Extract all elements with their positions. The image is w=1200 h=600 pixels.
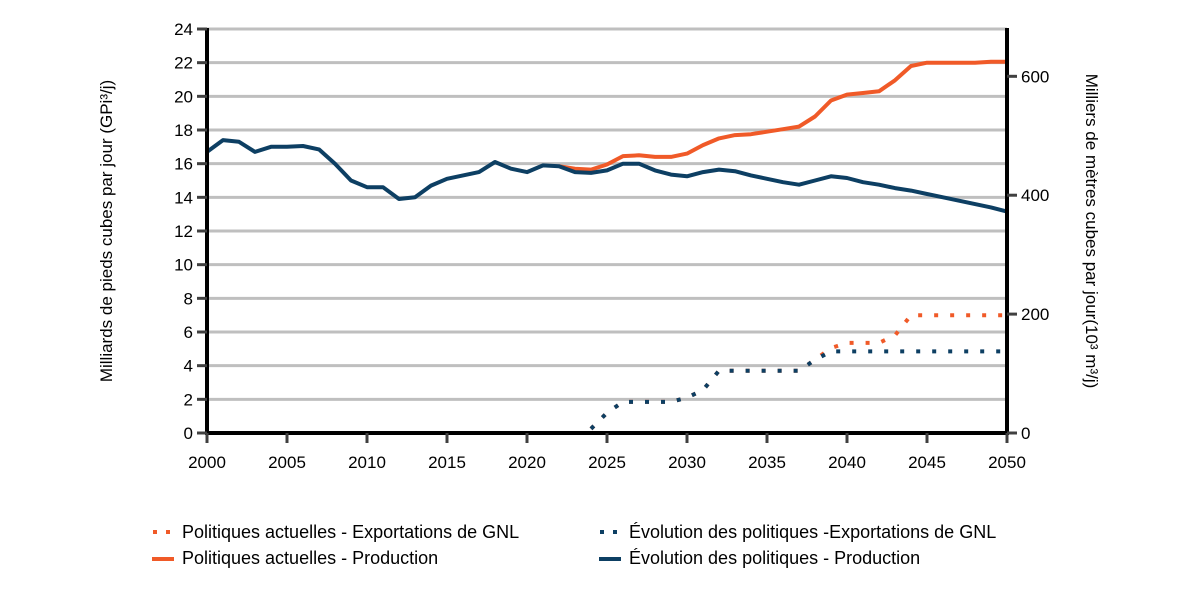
y-tick-label: 2 — [184, 390, 193, 409]
y-tick-label: 8 — [184, 289, 193, 308]
x-tick-label: 2010 — [348, 453, 386, 472]
x-tick-label: 2040 — [828, 453, 866, 472]
y-right-tick-label: 400 — [1021, 186, 1049, 205]
y-tick-label: 18 — [174, 121, 193, 140]
y-tick-label: 22 — [174, 54, 193, 73]
x-tick-label: 2005 — [268, 453, 306, 472]
x-tick-label: 2025 — [588, 453, 626, 472]
x-tick-label: 2035 — [748, 453, 786, 472]
legend-swatch-solid — [150, 552, 176, 566]
legend-label: Politiques actuelles - Production — [182, 548, 439, 568]
left-y-axis-title: Milliards de pieds cubes par jour (GPi³/… — [97, 80, 116, 382]
legend-item-evolving-production[interactable]: Évolution des politiques - Production — [597, 548, 920, 569]
legend-label: Évolution des politiques -Exportations d… — [629, 522, 997, 542]
y-tick-label: 20 — [174, 87, 193, 106]
x-tick-label: 2030 — [668, 453, 706, 472]
y-tick-label: 12 — [174, 222, 193, 241]
y-right-tick-label: 200 — [1021, 305, 1049, 324]
right-y-axis-ticks: 0 200 400 600 — [1007, 67, 1049, 443]
y-tick-label: 10 — [174, 256, 193, 275]
x-tick-label: 2015 — [428, 453, 466, 472]
y-right-tick-label: 0 — [1021, 424, 1030, 443]
x-tick-label: 2020 — [508, 453, 546, 472]
right-y-axis-title: Milliers de mètres cubes par jour(10³ m³… — [1082, 74, 1101, 389]
legend-label: Évolution des politiques - Production — [629, 548, 921, 568]
legend-swatch-dotted — [150, 526, 176, 540]
legend-swatch-solid — [597, 552, 623, 566]
series-line-production-3 — [205, 138, 1008, 214]
y-tick-label: 6 — [184, 323, 193, 342]
x-tick-label: 2000 — [188, 453, 226, 472]
y-tick-label: 16 — [174, 155, 193, 174]
legend-item-evolving-lng[interactable]: Évolution des politiques -Exportations d… — [597, 522, 996, 543]
legend-item-current-production[interactable]: Politiques actuelles - Production — [150, 548, 438, 569]
y-tick-label: 14 — [174, 188, 193, 207]
x-tick-label: 2050 — [988, 453, 1026, 472]
legend-swatch-dotted — [597, 526, 623, 540]
series-line-lng-exports-0 — [589, 313, 1007, 431]
x-axis-ticks: 2000 2005 2010 2015 2020 2025 2030 2035 2040 2045… — [188, 433, 1026, 472]
y-right-tick-label: 600 — [1021, 67, 1049, 86]
y-tick-label: 24 — [174, 20, 193, 39]
x-tick-label: 2045 — [908, 453, 946, 472]
legend-label: Politiques actuelles - Exportations de G… — [182, 522, 520, 542]
legend-item-current-lng[interactable]: Politiques actuelles - Exportations de G… — [150, 522, 519, 543]
series-line-lng-exports-2 — [589, 349, 1007, 431]
series-line-production-1 — [558, 59, 1007, 172]
gridlines — [207, 27, 1007, 401]
y-tick-label: 0 — [184, 424, 193, 443]
series-layer — [205, 59, 1008, 431]
y-tick-label: 4 — [184, 357, 193, 376]
